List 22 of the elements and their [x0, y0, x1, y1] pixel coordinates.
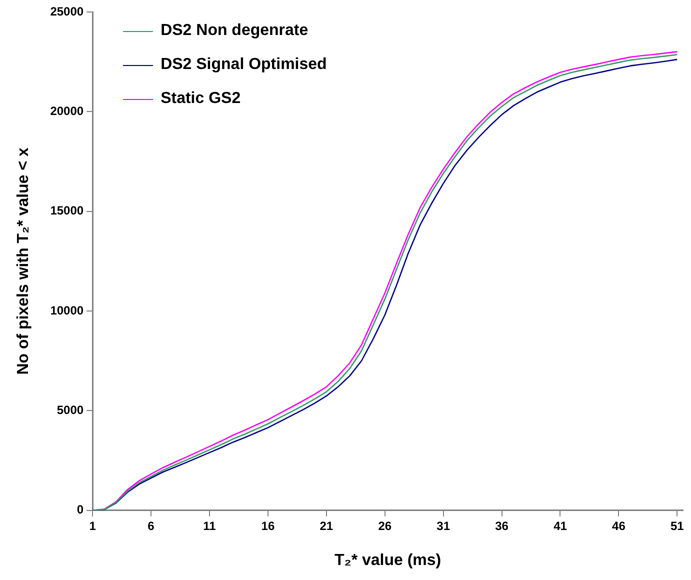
y-tick-label: 20000 [50, 104, 84, 118]
x-tick-label: 1 [89, 518, 96, 533]
y-tick-label: 5000 [56, 403, 84, 418]
x-axis-title: T₂* value (ms) [334, 552, 442, 569]
y-tick-label: 15000 [50, 204, 84, 218]
x-tick-label: 26 [378, 518, 392, 533]
x-tick-label: 16 [261, 518, 275, 533]
legend-label: DS2 Non degenrate [160, 22, 308, 40]
x-tick-label: 51 [670, 518, 684, 533]
x-tick-label: 41 [554, 518, 568, 533]
x-tick-label: 6 [148, 518, 155, 533]
y-tick-label: 0 [76, 502, 84, 517]
y-tick-label: 25000 [50, 4, 84, 18]
x-tick-label: 11 [203, 518, 216, 533]
x-tick-label: 21 [320, 518, 334, 533]
legend-label: DS2 Signal Optimised [160, 56, 327, 74]
y-tick-label: 10000 [50, 303, 84, 318]
y-axis-title: No of pixels with T₂* value < x [15, 148, 32, 375]
x-tick-label: 46 [612, 518, 626, 533]
x-tick-label: 36 [495, 518, 509, 533]
legend-label: Static GS2 [160, 90, 241, 108]
x-tick-label: 31 [436, 518, 450, 533]
